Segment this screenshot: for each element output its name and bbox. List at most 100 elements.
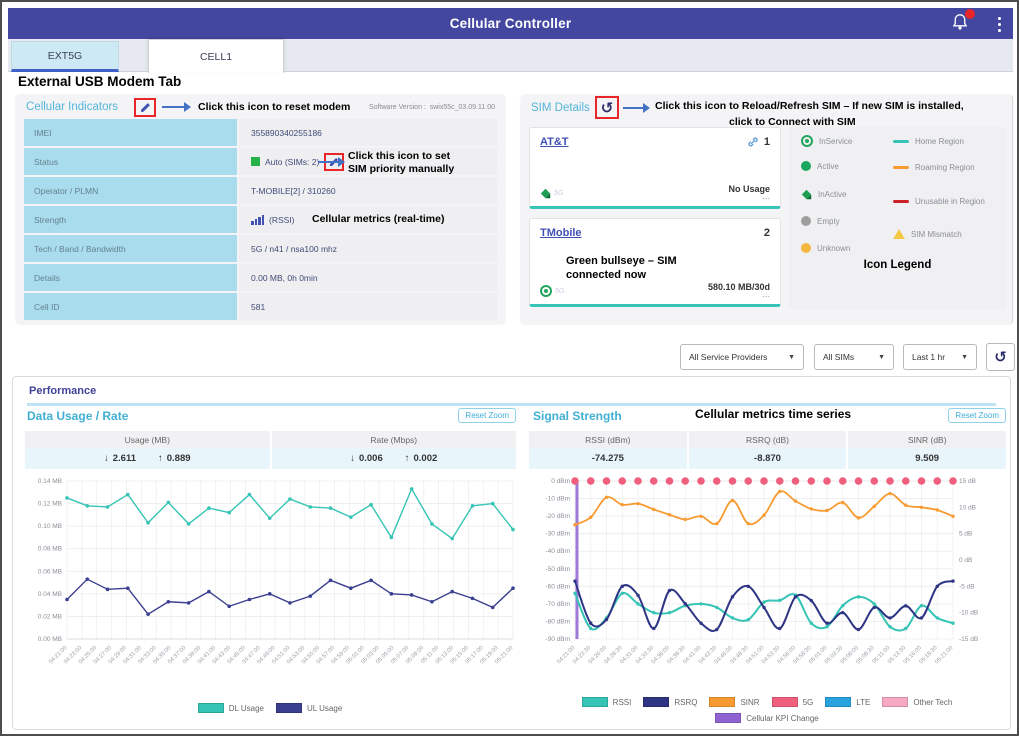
signal-strength-section: Signal Strength Cellular metrics time se… [525, 407, 1009, 727]
sims-dropdown[interactable]: All SIMs ▼ [814, 344, 894, 370]
data-usage-section: Data Usage / Rate Reset Zoom Usage (MB) … [21, 408, 519, 727]
reset-modem-annotation: Click this icon to reset modem [198, 101, 351, 113]
row-value-text: Auto (SIMs: 2) [265, 156, 320, 167]
row-label: Strength [24, 206, 237, 233]
legend-dl-usage: DL Usage [197, 703, 264, 713]
row-label: Operator / PLMN [24, 177, 237, 204]
tab-cell1[interactable]: CELL1 [148, 39, 284, 73]
signal-strength-chart[interactable]: 04:21:00 04:23:30 04:26:00 04:28:30 04:31:00… [525, 473, 1009, 704]
chevron-down-icon: ▼ [961, 353, 968, 361]
svg-text:10 dB: 10 dB [959, 504, 976, 511]
signal-reset-zoom-button[interactable]: Reset Zoom [948, 408, 1006, 423]
row-value-text: 581 [251, 301, 266, 312]
chevron-down-icon: ▼ [788, 353, 795, 361]
signal-chart-legend-row2: Cellular KPI Change [525, 713, 1009, 723]
signal-strength-title: Signal Strength [533, 409, 622, 423]
row-label: Details [24, 264, 237, 291]
svg-text:-15 dB: -15 dB [959, 636, 978, 643]
chevron-down-icon: ▼ [878, 353, 885, 361]
table-row: Operator / PLMN T-MOBILE[2] / 310260 [24, 177, 497, 204]
legend-cellular-kpi-change: Cellular KPI Change [715, 713, 819, 723]
pencil-icon [140, 103, 150, 112]
svg-text:0.04 MB: 0.04 MB [38, 591, 62, 598]
bullseye-inservice-icon [801, 135, 813, 147]
down-arrow-icon: ↓ [103, 453, 109, 464]
legend-ul-usage: UL Usage [276, 703, 342, 713]
tab-bar: EXT5G CELL1 [8, 39, 1013, 73]
svg-text:5 dB: 5 dB [959, 531, 972, 538]
up-arrow-icon: ↑ [404, 453, 410, 464]
cellular-indicators-panel: Cellular Indicators Click this icon to r… [16, 95, 505, 324]
circle-icon [801, 243, 811, 253]
legend-label: InService [819, 136, 853, 146]
data-usage-chart[interactable]: 04:21:00 04:23:00 04:25:00 04:27:00 04:29:00… [21, 473, 519, 704]
rsrq-value: -8.870 [688, 448, 847, 469]
svg-text:0.14 MB: 0.14 MB [38, 478, 62, 485]
row-label: Tech / Band / Bandwidth [24, 235, 237, 262]
sim-usage-ellipsis[interactable]: ... [762, 190, 770, 201]
annotation-line: connected now [566, 268, 647, 281]
legend-item-unusable-in-region: Unusable in Region [893, 197, 985, 206]
rssi-value: -74.275 [529, 448, 687, 469]
time-range-dropdown[interactable]: Last 1 hr ▼ [903, 344, 977, 370]
row-value: 581 [239, 293, 497, 320]
notification-bell-icon[interactable] [951, 9, 975, 34]
down-arrow-icon: ↓ [350, 453, 355, 464]
sim-name-link[interactable]: AT&T [540, 136, 569, 148]
legend-other-tech: Other Tech [882, 697, 952, 707]
sim-card: TMobile 2 5G 580.10 MB/30d... Green bullseye… [529, 218, 781, 307]
legend-label: Cellular KPI Change [746, 713, 819, 723]
legend-label: Active [817, 161, 839, 171]
legend-swatch [581, 697, 608, 707]
annotation-arrow [318, 157, 345, 167]
svg-text:-20 dBm: -20 dBm [545, 513, 570, 520]
service-provider-dropdown[interactable]: All Service Providers ▼ [680, 344, 804, 370]
legend-swatch [197, 703, 224, 713]
legend-rssi: RSSI [581, 697, 631, 707]
table-row: Strength (RSSI) [24, 206, 497, 233]
tab-ext5g[interactable]: EXT5G [11, 41, 119, 72]
tech-hint-label: 5G [555, 287, 565, 295]
svg-text:-10 dBm: -10 dBm [545, 496, 570, 503]
software-version: Software Version : swix55c_03.09.11.00 [369, 104, 495, 111]
circle-icon [801, 161, 811, 171]
svg-text:0 dB: 0 dB [959, 557, 972, 564]
charts-refresh-button[interactable]: ↺ [986, 343, 1015, 371]
sim-usage-value: No Usage [728, 183, 770, 194]
annotation-arrow [623, 103, 650, 113]
bullseye-inservice-icon [540, 285, 552, 297]
rate-values: ↓ 0.006 ↑ 0.002 [271, 448, 516, 469]
app-header: Cellular Controller [8, 8, 1013, 39]
svg-text:-30 dBm: -30 dBm [545, 531, 570, 538]
cellular-indicators-title: Cellular Indicators [26, 101, 119, 113]
warning-triangle-icon [893, 229, 905, 239]
legend-lte: LTE [825, 697, 870, 707]
legend-item-home-region: Home Region [893, 137, 964, 146]
svg-text:-80 dBm: -80 dBm [545, 618, 570, 625]
sim-card-footer: 5G No Usage... [540, 183, 770, 201]
sim-card-footer: 5G 580.10 MB/30d... [540, 281, 770, 299]
legend-label: Unusable in Region [915, 197, 985, 206]
sim-card-header: AT&T 1 [540, 136, 770, 148]
sim-usage-value: 580.10 MB/30d [707, 281, 770, 292]
row-value: T-MOBILE[2] / 310260 [239, 177, 497, 204]
sim-status-icons: 5G [540, 285, 564, 297]
table-row: Tech / Band / Bandwidth 5G / n41 / nsa100… [24, 235, 497, 262]
signal-bars-icon [251, 214, 264, 225]
sim-name-link[interactable]: TMobile [540, 227, 582, 239]
reload-sim-icon[interactable]: ↺ [595, 96, 619, 119]
overflow-menu-icon[interactable] [993, 13, 1005, 35]
line-swatch-icon [893, 200, 909, 203]
row-value-text: 355890340255186 [251, 127, 322, 138]
tech-hint-label: 5G [554, 190, 564, 197]
svg-text:0.10 MB: 0.10 MB [38, 523, 62, 530]
reset-modem-edit-icon[interactable] [134, 98, 156, 117]
table-row: Cell ID 581 [24, 293, 497, 320]
svg-text:0.12 MB: 0.12 MB [38, 501, 62, 508]
usage-reset-zoom-button[interactable]: Reset Zoom [458, 408, 516, 423]
legend-item-sim-mismatch: SIM Mismatch [893, 229, 962, 239]
page-heading-annotation: External USB Modem Tab [18, 74, 182, 89]
svg-text:0.02 MB: 0.02 MB [38, 613, 62, 620]
legend-swatch [825, 697, 852, 707]
sim-usage-ellipsis[interactable]: ... [762, 288, 770, 299]
